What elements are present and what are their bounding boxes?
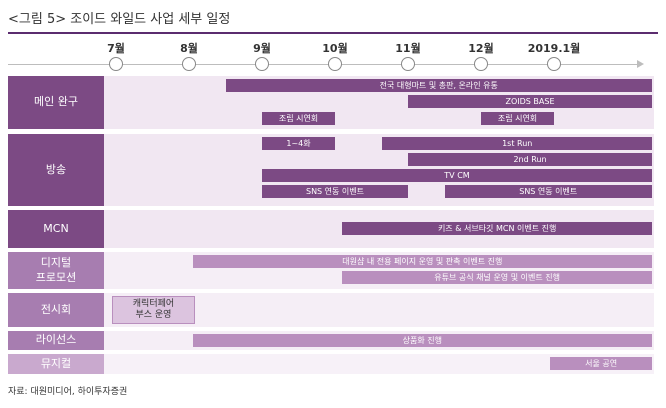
- schedule-bar: 상품화 진행: [192, 334, 652, 347]
- schedule-bar: SNS 연동 이벤트: [444, 185, 652, 198]
- month-marker: [328, 57, 342, 71]
- row-label: 메인 완구: [8, 76, 104, 129]
- row-label: 방송: [8, 134, 104, 206]
- schedule-bar: 대원샵 내 전용 페이지 운영 및 판촉 이벤트 진행: [192, 255, 652, 268]
- chart-title: <그림 5> 조이드 와일드 사업 세부 일정: [8, 12, 231, 27]
- month-label: 2019.1월: [527, 42, 581, 55]
- schedule-bar: 1st Run: [382, 137, 652, 150]
- row-label-text: 전시회: [40, 302, 72, 316]
- month-label: 8월: [180, 42, 198, 55]
- row-label-text: 메인 완구: [34, 95, 78, 109]
- schedule-bar: 1~4화: [262, 137, 335, 150]
- row-label-text: 디지털 프로모션: [35, 256, 77, 284]
- month-label: 12월: [468, 42, 494, 55]
- schedule-bar: 유튜브 공식 채널 운영 및 이벤트 진행: [342, 271, 652, 284]
- title-rule: [8, 32, 658, 34]
- row-label: 라이선스: [8, 331, 104, 350]
- schedule-bar: 조립 시연회: [262, 112, 335, 125]
- row-label: MCN: [8, 210, 104, 248]
- month-marker: [182, 57, 196, 71]
- month-label: 11월: [395, 42, 421, 55]
- row-label: 뮤지컬: [8, 354, 104, 374]
- timeline-line: [8, 64, 640, 65]
- month-marker: [401, 57, 415, 71]
- schedule-bar: 조립 시연회: [481, 112, 554, 125]
- row-label-text: 방송: [45, 162, 67, 176]
- month-label: 10월: [322, 42, 348, 55]
- month-label: 9월: [253, 42, 271, 55]
- month-label: 7월: [107, 42, 125, 55]
- schedule-bar: ZOIDS BASE: [408, 95, 652, 108]
- schedule-bar: 2nd Run: [408, 153, 652, 166]
- schedule-bar: 전국 대형마트 및 총판, 온라인 유통: [225, 79, 652, 92]
- month-marker: [255, 57, 269, 71]
- schedule-bar: 캐릭터페어 부스 운영: [112, 296, 195, 324]
- source-note: 자료: 대원미디어, 하이투자증권: [8, 387, 128, 397]
- row-band: [104, 293, 654, 327]
- schedule-bar: 키즈 & 서브타깃 MCN 이벤트 진행: [342, 222, 652, 235]
- schedule-bar: SNS 연동 이벤트: [262, 185, 408, 198]
- month-marker: [474, 57, 488, 71]
- schedule-bar: TV CM: [262, 169, 652, 182]
- row-label-text: MCN: [43, 221, 69, 235]
- month-marker: [109, 57, 123, 71]
- row-label: 전시회: [8, 293, 104, 327]
- schedule-bar: 서울 공연: [550, 357, 652, 370]
- row-label-text: 뮤지컬: [40, 356, 72, 370]
- month-marker: [547, 57, 561, 71]
- timeline-arrow-icon: [637, 60, 644, 68]
- row-label: 디지털 프로모션: [8, 252, 104, 289]
- row-label-text: 라이선스: [35, 333, 77, 347]
- row-band: [104, 354, 654, 374]
